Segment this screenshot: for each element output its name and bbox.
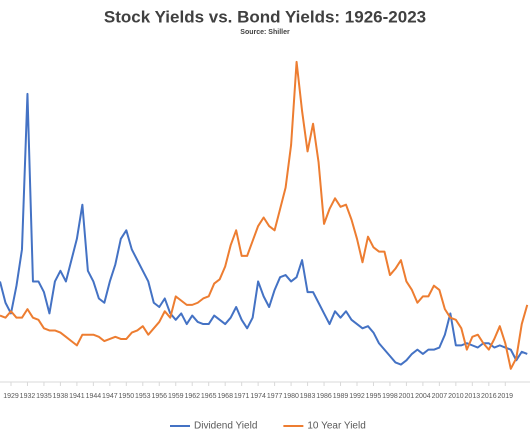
- x-tick-label: 1935: [36, 393, 52, 400]
- x-tick-label: 2004: [415, 393, 431, 400]
- legend-label: Dividend Yield: [194, 421, 257, 432]
- x-tick-label: 1950: [119, 393, 135, 400]
- x-tick-label: 1953: [135, 393, 151, 400]
- x-tick-label: 1974: [250, 393, 266, 400]
- x-tick-label: 1938: [53, 393, 69, 400]
- x-tick-label: 1983: [300, 393, 316, 400]
- line-series: [0, 92, 528, 366]
- x-tick-label: 2016: [481, 393, 497, 400]
- x-tick-label: 1929: [3, 393, 19, 400]
- chart-title: Stock Yields vs. Bond Yields: 1926-2023: [104, 7, 426, 26]
- x-tick-label: 1959: [168, 393, 184, 400]
- x-tick-label: 1932: [20, 393, 36, 400]
- x-tick-label: 1968: [217, 393, 233, 400]
- x-tick-label: 1944: [86, 393, 102, 400]
- x-tick-label: 1986: [316, 393, 332, 400]
- x-tick-label: 1977: [267, 393, 283, 400]
- x-tick-label: 1947: [102, 393, 118, 400]
- x-tick-label: 2019: [497, 393, 513, 400]
- legend-label: 10 Year Yield: [307, 421, 365, 432]
- chart-subtitle: Source: Shiller: [240, 29, 290, 36]
- x-tick-label: 1956: [151, 393, 167, 400]
- x-tick-label: 1998: [382, 393, 398, 400]
- x-tick-label: 1980: [283, 393, 299, 400]
- x-tick-label: 1962: [184, 393, 200, 400]
- x-tick-label: 1971: [234, 393, 250, 400]
- plot-area: [0, 60, 529, 370]
- x-tick-label: 2001: [399, 393, 415, 400]
- x-tick-label: 1992: [349, 393, 365, 400]
- x-tick-label: 1989: [333, 393, 349, 400]
- x-tick-label: 1995: [366, 393, 382, 400]
- x-tick-label: 1965: [201, 393, 217, 400]
- x-tick-label: 2013: [465, 393, 481, 400]
- x-tick-label: 2007: [432, 393, 448, 400]
- x-tick-label: 1941: [69, 393, 85, 400]
- line-series: [0, 60, 529, 370]
- x-tick-label: 2010: [448, 393, 464, 400]
